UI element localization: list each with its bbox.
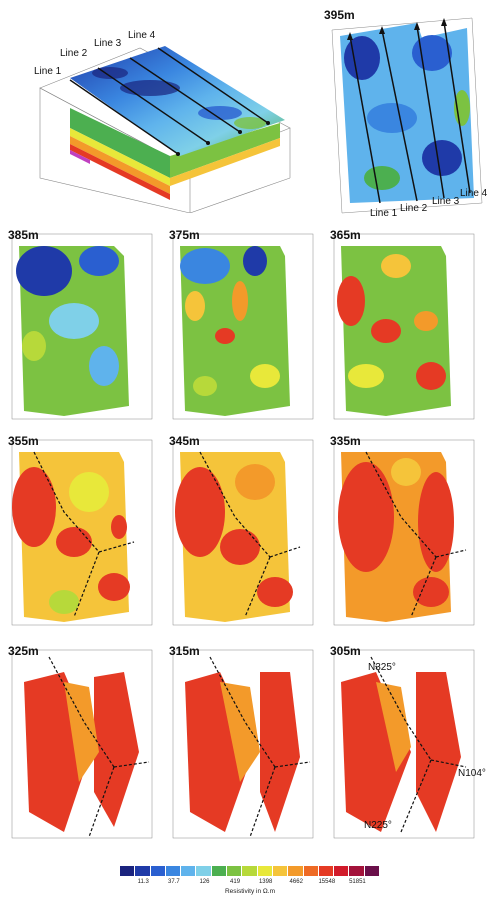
depth-label: 345m xyxy=(169,434,200,448)
slice-375m-map xyxy=(172,233,314,420)
depth-label: 315m xyxy=(169,644,200,658)
legend-swatch xyxy=(135,866,151,876)
topview-map xyxy=(331,17,483,214)
legend-swatch xyxy=(288,866,304,876)
legend-tick-label: 37.7 xyxy=(168,879,180,885)
legend-tick-label: 4662 xyxy=(289,879,303,885)
legend-color-bar xyxy=(120,866,381,876)
overview-line-4-label: Line 4 xyxy=(128,30,156,41)
depth-label: 365m xyxy=(330,228,361,242)
depth-label: 355m xyxy=(8,434,39,448)
legend-swatch xyxy=(211,866,228,876)
slice-335m-map xyxy=(333,439,475,626)
legend-swatch xyxy=(242,866,258,876)
legend-swatch xyxy=(181,866,197,876)
legend-swatch xyxy=(227,866,243,876)
legend-swatch xyxy=(150,866,166,876)
legend-swatch xyxy=(334,866,350,876)
depth-label: 325m xyxy=(8,644,39,658)
legend-swatch xyxy=(165,866,182,876)
legend-tick-label: 419 xyxy=(230,879,241,885)
slice-375m: 375m xyxy=(165,226,325,426)
depth-label: 305m xyxy=(330,644,361,658)
slice-355m-map xyxy=(11,439,153,626)
legend-title: Resistivity in Ω.m xyxy=(224,888,275,895)
annotation-n325: N325° xyxy=(368,662,396,673)
slice-315m: 315m xyxy=(165,642,325,847)
legend-swatch xyxy=(196,866,212,876)
topview-line-4-label: Line 4 xyxy=(460,188,488,199)
depth-label: 375m xyxy=(169,228,200,242)
legend-swatch xyxy=(349,866,365,876)
slice-325m-map xyxy=(11,649,153,839)
legend-tick-label: 11.3 xyxy=(137,879,149,885)
legend-tick-label: 1398 xyxy=(258,879,273,885)
annotation-n225: N225° xyxy=(364,820,392,831)
slice-355m: 355m xyxy=(4,432,164,632)
topview-line-3-label: Line 3 xyxy=(432,196,460,207)
slice-315m-map xyxy=(172,649,314,839)
legend-tick-label: 126 xyxy=(199,879,210,885)
overview-3d-block: Line 1 Line 2 Line 3 Line 4 xyxy=(30,28,320,213)
slice-385m: 385m xyxy=(4,226,164,426)
legend-tick-label: 15548 xyxy=(318,879,336,885)
legend-swatch xyxy=(120,866,136,876)
slice-385m-map xyxy=(11,233,153,420)
slice-345m-map xyxy=(172,439,314,626)
topview-line-1-label: Line 1 xyxy=(370,208,398,219)
color-scale-legend: 11.3 37.7 126 419 1398 4662 15548 51851 Resisti… xyxy=(120,866,381,898)
legend-swatch xyxy=(364,866,381,876)
legend-swatch xyxy=(318,866,335,876)
slice-365m: 365m xyxy=(326,226,488,426)
overview-line-2-label: Line 2 xyxy=(60,48,88,59)
overview-3d-graphic xyxy=(39,46,291,213)
depth-label-395m: 395m xyxy=(324,8,355,22)
legend-swatch xyxy=(303,866,319,876)
topview-395m: 395m Line 1 Line 2 Line 3 Line 4 xyxy=(322,8,490,223)
legend-tick-label: 51851 xyxy=(349,879,366,885)
slice-335m: 335m xyxy=(326,432,488,632)
depth-label: 385m xyxy=(8,228,39,242)
overview-line-3-label: Line 3 xyxy=(94,38,122,49)
depth-label: 335m xyxy=(330,434,361,448)
annotation-n104: N104° xyxy=(458,768,486,779)
legend-swatch xyxy=(272,866,289,876)
slice-365m-map xyxy=(333,233,475,420)
slice-345m: 345m xyxy=(165,432,325,632)
overview-line-1-label: Line 1 xyxy=(34,66,62,77)
topview-line-2-label: Line 2 xyxy=(400,203,428,214)
slice-305m: 305m N325° N104° N225° xyxy=(326,642,488,847)
slice-305m-map xyxy=(333,649,475,839)
slice-325m: 325m xyxy=(4,642,164,847)
legend-swatch xyxy=(257,866,273,876)
